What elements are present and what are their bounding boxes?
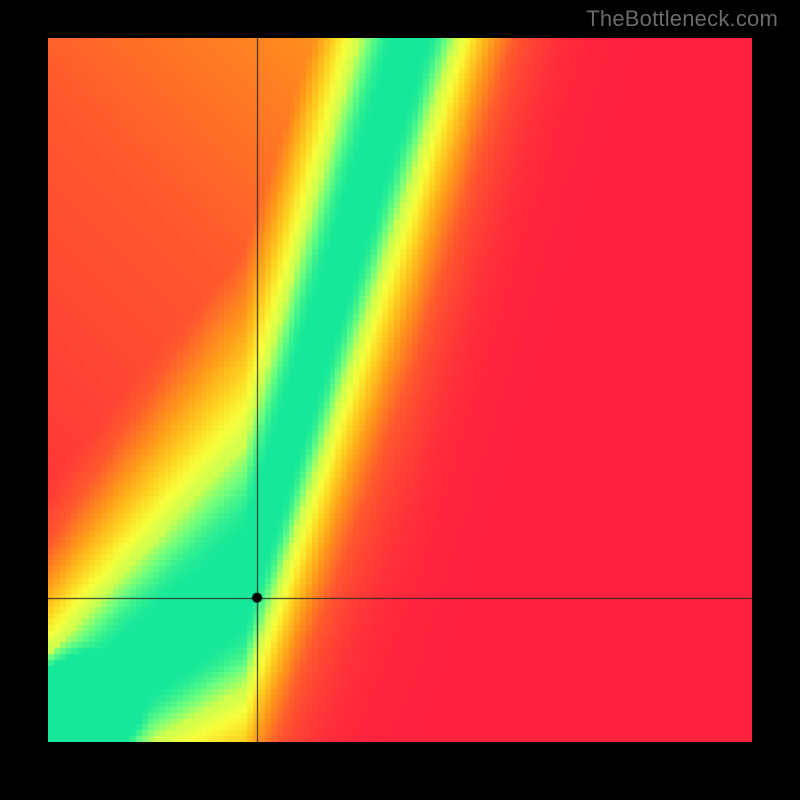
- heatmap-canvas: [48, 38, 752, 742]
- watermark-text: TheBottleneck.com: [586, 6, 778, 32]
- plot-area: [48, 38, 752, 742]
